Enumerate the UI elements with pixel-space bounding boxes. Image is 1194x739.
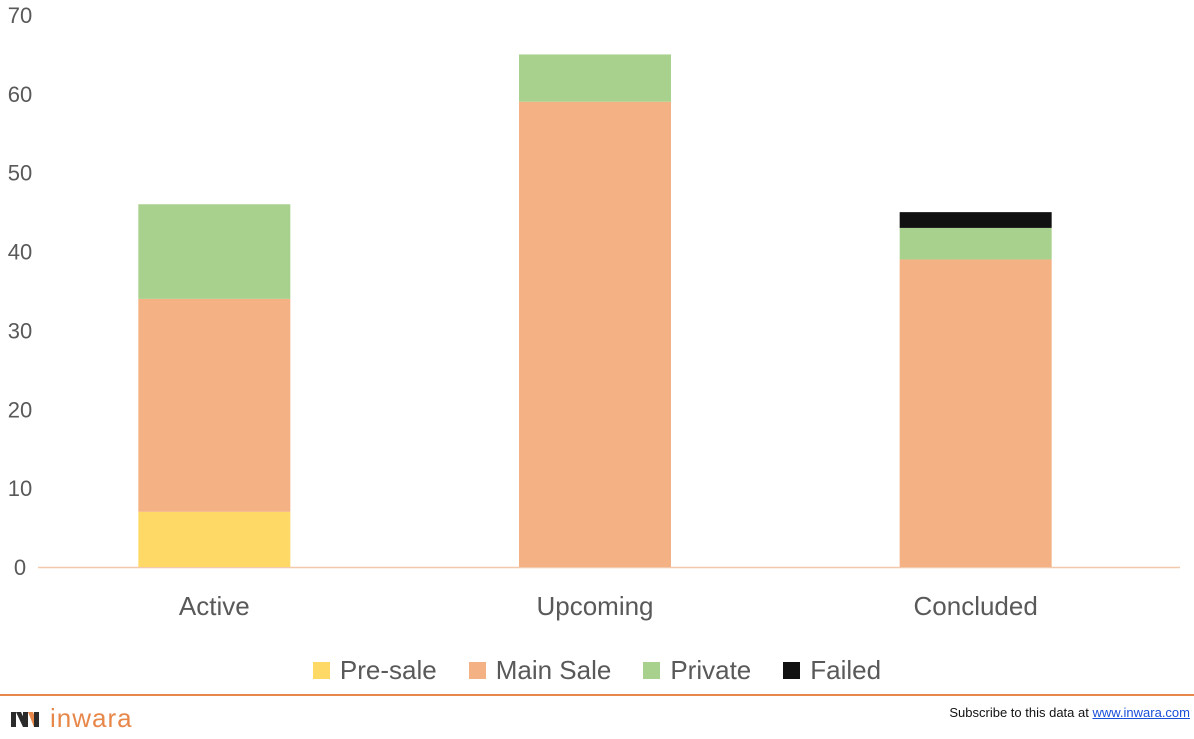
legend-swatch xyxy=(643,662,661,679)
bar-segment xyxy=(138,204,291,299)
inwara-logo-icon xyxy=(10,709,40,729)
bar-segment xyxy=(519,54,671,102)
legend-item: Pre-sale xyxy=(312,655,437,686)
bar-segment xyxy=(899,227,1052,260)
footer-divider xyxy=(0,694,1194,696)
legend-swatch xyxy=(783,662,801,679)
subscribe-text: Subscribe to this data at xyxy=(949,705,1093,720)
y-tick-label: 30 xyxy=(8,318,32,343)
subscribe-link[interactable]: www.inwara.com xyxy=(1092,705,1190,720)
y-tick-label: 50 xyxy=(8,161,32,186)
legend-label: Pre-sale xyxy=(339,655,437,685)
legend-label: Private xyxy=(670,655,752,685)
bar-segment xyxy=(138,511,291,567)
legend-label: Main Sale xyxy=(495,655,612,685)
legend-swatch xyxy=(312,662,330,679)
bar-segment xyxy=(138,298,291,512)
bar-segment xyxy=(519,101,671,567)
brand-logo: inwara xyxy=(10,703,133,734)
y-tick-label: 70 xyxy=(8,3,32,28)
x-category-label: Active xyxy=(179,591,250,621)
x-category-label: Upcoming xyxy=(536,591,653,621)
bar-segment xyxy=(899,212,1052,228)
y-tick-label: 20 xyxy=(8,397,32,422)
legend-item: Main Sale xyxy=(468,655,612,686)
stacked-bar-chart: 0 10 20 30 40 50 60 70 Active Upcoming Concluded xyxy=(8,3,1180,621)
x-category-label: Concluded xyxy=(914,591,1038,621)
y-tick-label: 10 xyxy=(8,476,32,501)
legend-item: Private xyxy=(643,655,751,686)
y-tick-label: 0 xyxy=(14,555,26,580)
chart-legend: Pre-sale Main Sale Private Failed xyxy=(0,655,1194,686)
y-tick-label: 60 xyxy=(8,82,32,107)
y-tick-label: 40 xyxy=(8,240,32,265)
subscribe-note: Subscribe to this data at www.inwara.com xyxy=(949,705,1190,720)
legend-item: Failed xyxy=(783,655,881,686)
brand-name: inwara xyxy=(50,703,133,733)
bar-segment xyxy=(899,259,1052,567)
legend-swatch xyxy=(468,662,486,679)
legend-label: Failed xyxy=(810,655,882,685)
